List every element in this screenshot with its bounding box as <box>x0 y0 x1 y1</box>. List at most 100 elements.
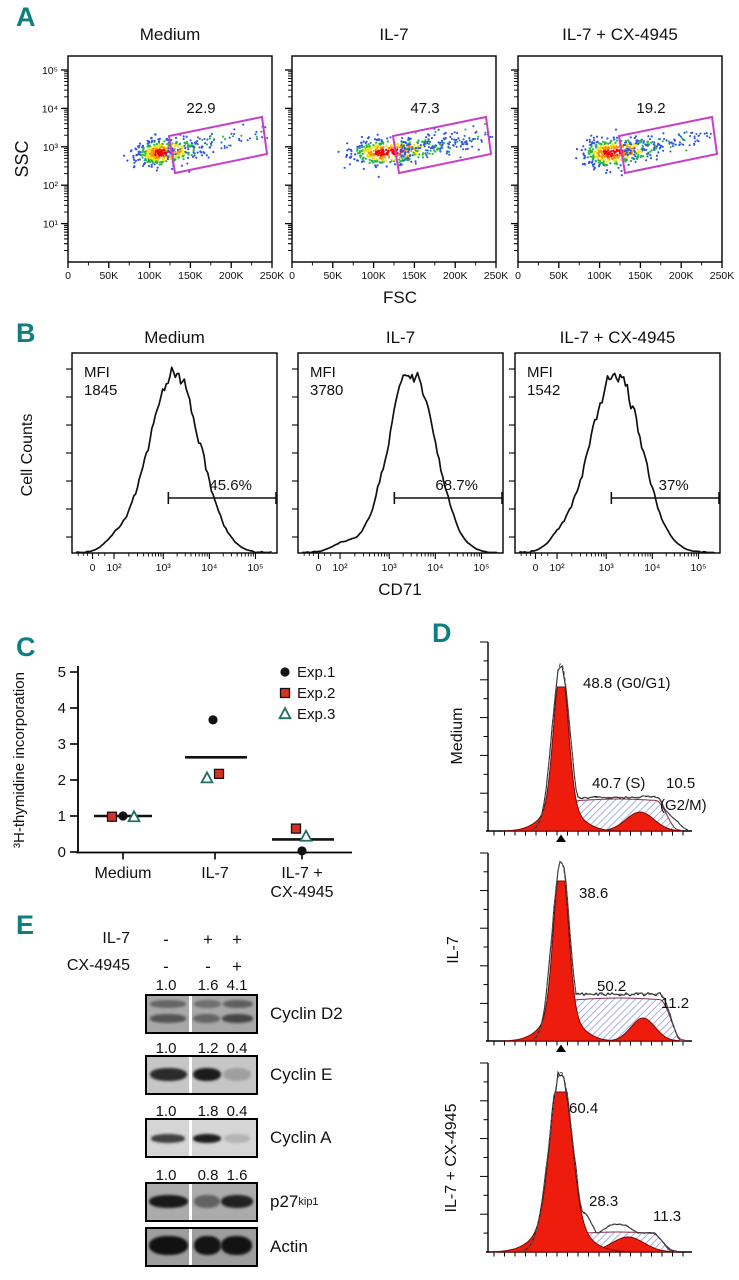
phase-percent-label: 60.4 <box>569 1100 598 1117</box>
x-tick-label: 150K <box>178 270 203 282</box>
blast-gate <box>167 115 269 175</box>
ssc-axis-label: SSC <box>12 140 32 177</box>
phase-percent-label: 38.6 <box>579 885 608 902</box>
fsc-axis-label: FSC <box>383 288 417 307</box>
plot-title: IL-7 <box>386 328 415 347</box>
blot-cyclin-a <box>145 1118 258 1158</box>
x-tick-label: 10² <box>106 562 122 574</box>
cd71-histogram-curve <box>518 372 715 554</box>
panel-a-letter: A <box>16 2 36 32</box>
lane-splice-gap <box>189 996 192 1032</box>
blot-label: Actin <box>270 1227 308 1267</box>
flow-plot-2: IL-7 + CX-4945 0 50K 100K 150K 200K 250K 19.2 <box>511 25 734 282</box>
cd71-histogram-curve <box>75 366 272 554</box>
x-tick-label: 100K <box>361 270 386 282</box>
blast-gate <box>391 115 493 175</box>
blot-label: Cyclin D2 <box>270 994 343 1034</box>
plot-title: IL-7 + CX-4945 <box>560 328 676 347</box>
legend-exp2: Exp.2 <box>297 685 335 702</box>
exp3-point <box>200 770 214 784</box>
protein-band <box>221 1195 253 1208</box>
mfi-value: 1542 <box>527 382 560 399</box>
densitometry-value: 1.0 <box>155 977 177 994</box>
x-tick-label: 10² <box>549 562 565 574</box>
blot-cyclin-e <box>145 1055 258 1095</box>
x-tick-label: 200K <box>443 270 468 282</box>
mfi-label: MFI <box>527 364 553 381</box>
protein-band <box>194 1000 221 1008</box>
blot-actin <box>145 1227 258 1267</box>
mfi-label: MFI <box>84 364 110 381</box>
densitometry-value: 1.6 <box>226 1167 248 1184</box>
condition-sign: - <box>205 957 211 976</box>
x-tick-label: 10⁴ <box>427 562 443 574</box>
x-tick-label: 0 <box>515 270 521 282</box>
thymidine-axis-label: ³H-thymidine incorporation <box>11 672 28 848</box>
densitometry-value: 0.8 <box>197 1167 219 1184</box>
phase-percent-label: 50.2 <box>597 978 626 995</box>
g0-marker-triangle <box>556 1044 566 1052</box>
densitometry-value: 1.0 <box>155 1040 177 1057</box>
densitometry-value: 0.4 <box>226 1040 248 1057</box>
panel-a-flow-scatter: SSC FSC Medium 10⁵ 10⁴ 10³ 10² 10¹ 0 50K 100K 150K 2… <box>12 25 734 307</box>
phase-percent-label: 28.3 <box>589 1193 618 1210</box>
lane-splice-gap <box>189 1120 192 1156</box>
x-tick-label: 10⁴ <box>644 562 660 574</box>
x-tick-label: 100K <box>137 270 162 282</box>
model-fit-curve <box>531 861 681 1041</box>
protein-band <box>223 1068 251 1081</box>
x-tick-label: 200K <box>219 270 244 282</box>
y-tick-label: 5 <box>58 664 66 681</box>
g0g1-peak <box>502 686 619 832</box>
x-tick-label: 150K <box>628 270 653 282</box>
data-envelope-curve <box>531 860 681 1041</box>
y-tick-label: 10³ <box>43 142 59 154</box>
x-tick-label: 0 <box>90 562 96 574</box>
g0-marker-triangle <box>556 834 566 842</box>
x-tick-label: 10² <box>332 562 348 574</box>
x-tick-label: 0 <box>65 270 71 282</box>
x-tick-label: 0 <box>533 562 539 574</box>
phase-percent-label: (G2/M) <box>660 797 707 814</box>
cellcycle-hist-0: 48.8 (G0/G1) 40.7 (S) 10.5 (G2/M) <box>480 641 707 842</box>
phase-percent-label: 10.5 <box>666 775 695 792</box>
plot-title: Medium <box>140 25 200 44</box>
exp1-point <box>297 846 307 856</box>
cd71-histogram-curve <box>301 371 498 554</box>
panel-d-letter: D <box>432 618 452 648</box>
x-tick-label: 0 <box>316 562 322 574</box>
y-tick-label: 10⁴ <box>42 103 58 115</box>
condition-sign: + <box>203 930 213 949</box>
blot-p27 <box>145 1182 258 1222</box>
exp2-point <box>106 811 118 822</box>
x-tick-label: 150K <box>402 270 427 282</box>
mfi-label: MFI <box>310 364 336 381</box>
blot-label-text: Cyclin A <box>270 1128 332 1147</box>
condition-sign: + <box>232 957 242 976</box>
densitometry-value: 1.0 <box>155 1167 177 1184</box>
mfi-value: 3780 <box>310 382 343 399</box>
x-tick-label: 0 <box>289 270 295 282</box>
x-tick-label: 50K <box>99 270 118 282</box>
x-tick-label: 200K <box>669 270 694 282</box>
panel-e-letter: E <box>16 910 35 940</box>
cat-medium: Medium <box>95 865 152 882</box>
densitometry-value: 4.1 <box>226 977 248 994</box>
condition-sign: + <box>232 930 242 949</box>
plot-title: Medium <box>144 328 204 347</box>
condition-sign: - <box>163 930 169 949</box>
x-tick-label: 50K <box>323 270 342 282</box>
legend-exp3: Exp.3 <box>297 706 335 723</box>
blot-label: p27 kip1 <box>270 1182 319 1222</box>
exp1-point <box>208 715 218 725</box>
protein-band <box>221 1236 252 1255</box>
y-tick-label: 2 <box>58 772 66 789</box>
condition-sign: - <box>163 957 169 976</box>
flow-plot-1: IL-7 0 50K 100K 150K 200K 250K 47.3 <box>285 25 508 282</box>
row-label: Medium <box>449 708 466 765</box>
blot-cyclin-d2 <box>145 994 258 1034</box>
protein-band <box>150 1000 186 1008</box>
exp1-point <box>280 667 290 677</box>
